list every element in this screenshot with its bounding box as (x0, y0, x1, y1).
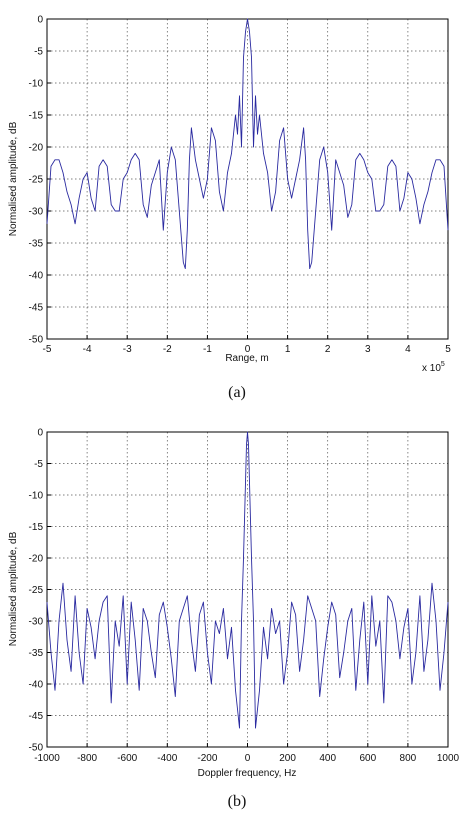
x-tick-label: -4 (83, 344, 92, 355)
x-tick-label: -1 (203, 344, 212, 355)
y-tick-label: -30 (29, 207, 44, 218)
chart-b-ylabel: Normalised amplitude, dB (8, 531, 19, 646)
chart-b-ticks: -1000 -800 -600 -400 -200 0 200 400 600 800 1000 0 -… (29, 428, 460, 765)
y-tick-label: -50 (29, 743, 44, 754)
x-tick-label: 400 (319, 753, 336, 764)
y-tick-label: 0 (37, 15, 43, 26)
y-tick-label: -40 (29, 271, 44, 282)
chart-b-grid (47, 432, 448, 747)
y-tick-label: -20 (29, 554, 44, 565)
x-tick-label: 5 (445, 344, 451, 355)
chart-b-series-line (46, 431, 449, 729)
x-tick-label: -2 (163, 344, 172, 355)
chart-b-xlabel: Doppler frequency, Hz (198, 768, 297, 779)
chart-a-x-multiplier: x 105 (422, 361, 445, 374)
x-tick-label: 1 (285, 344, 291, 355)
chart-a-xlabel: Range, m (225, 353, 268, 364)
chart-b-caption: (b) (228, 793, 247, 810)
x-tick-label: 0 (245, 753, 251, 764)
y-tick-label: -45 (29, 303, 44, 314)
chart-a-series-line (46, 18, 449, 270)
y-tick-label: -40 (29, 680, 44, 691)
y-tick-label: -25 (29, 175, 44, 186)
x-tick-label: -600 (117, 753, 137, 764)
x-tick-label: 4 (405, 344, 411, 355)
chart-b: -1000 -800 -600 -400 -200 0 200 400 600 800 1000 0 -… (8, 428, 460, 811)
chart-a-x-multiplier-base: x 10 (422, 363, 441, 374)
x-tick-label: -200 (197, 753, 217, 764)
x-tick-label: -3 (123, 344, 132, 355)
y-tick-label: -20 (29, 143, 44, 154)
x-tick-label: 1000 (437, 753, 460, 764)
y-tick-label: -45 (29, 711, 44, 722)
x-tick-label: -400 (157, 753, 177, 764)
y-tick-label: -50 (29, 335, 44, 346)
x-tick-label: 2 (325, 344, 331, 355)
y-tick-label: -15 (29, 522, 44, 533)
y-tick-label: -5 (34, 459, 43, 470)
chart-a-caption: (a) (228, 384, 246, 401)
x-tick-label: -5 (43, 344, 52, 355)
x-tick-label: -800 (77, 753, 97, 764)
x-tick-label: -1000 (34, 753, 60, 764)
chart-a-grid (47, 19, 448, 339)
x-tick-label: 200 (279, 753, 296, 764)
x-tick-label: 0 (245, 344, 251, 355)
x-tick-label: 600 (359, 753, 376, 764)
chart-a: -5 -4 -3 -2 -1 0 1 2 3 4 50-5-10-15-20-25-30-35-40… (8, 15, 451, 402)
chart-a-x-multiplier-exponent: 5 (441, 361, 445, 368)
chart-a-ticks: -5 -4 -3 -2 -1 0 1 2 3 4 50-5-10-15-20-25-30-35-40… (29, 15, 452, 356)
x-tick-label: 3 (365, 344, 371, 355)
y-tick-label: -10 (29, 79, 44, 90)
y-tick-label: -30 (29, 617, 44, 628)
y-tick-label: 0 (37, 428, 43, 439)
chart-a-ylabel: Normalised amplitude, dB (8, 121, 19, 236)
y-tick-label: -25 (29, 585, 44, 596)
y-tick-label: -15 (29, 111, 44, 122)
y-tick-label: -10 (29, 491, 44, 502)
y-tick-label: -5 (34, 47, 43, 58)
y-tick-label: -35 (29, 239, 44, 250)
y-tick-label: -35 (29, 648, 44, 659)
x-tick-label: 800 (400, 753, 417, 764)
